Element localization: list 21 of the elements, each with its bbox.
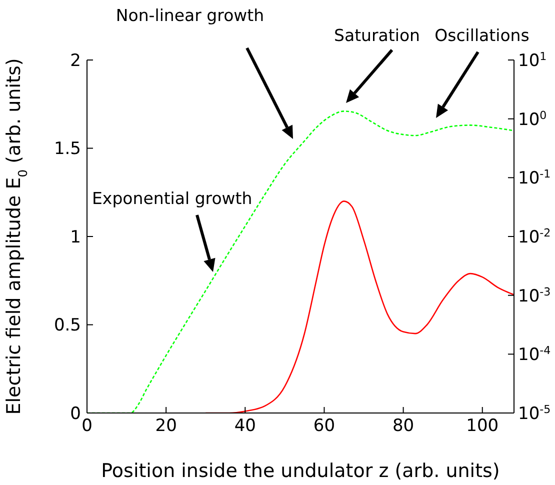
x-tick-label: 60	[313, 416, 336, 436]
y2-tick-label: 10$^{-3}$	[518, 284, 551, 306]
x-tick-label: 80	[392, 416, 414, 436]
x-axis-title: Position inside the undulator z (arb. units)	[101, 460, 500, 482]
y2-tick-label: 10$^{-4}$	[518, 344, 551, 366]
text: Oscillations	[434, 26, 530, 45]
annotation: Exponential growth	[92, 189, 252, 208]
text: Saturation	[334, 26, 420, 45]
y-tick-label: 0.5	[54, 316, 81, 336]
x-tick-label: 40	[234, 416, 256, 436]
y2-tick-label: 10$^{-2}$	[518, 226, 551, 248]
y-tick-label: 1	[70, 227, 81, 248]
x-tick-label: 20	[155, 416, 177, 436]
y-tick-label: 1.5	[54, 139, 81, 160]
y-tick-label: 2	[70, 50, 81, 71]
y2-tick-label: 10$^{0}$	[518, 108, 547, 130]
y2-tick-label: 10$^{-1}$	[518, 167, 551, 189]
text: Non-linear growth	[116, 6, 264, 25]
y2-tick-label: 10$^{1}$	[518, 49, 547, 71]
x-tick-label: 100	[466, 416, 499, 436]
y2-tick-label: 10$^{-5}$	[518, 402, 551, 424]
